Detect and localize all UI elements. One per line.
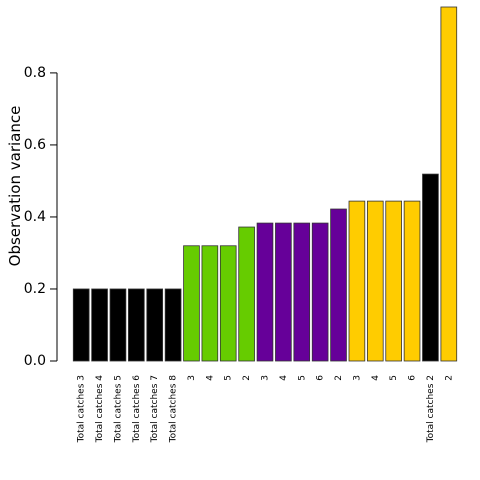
x-tick-label: 6	[316, 375, 326, 381]
x-tick-label: 3	[187, 375, 197, 381]
bar	[201, 245, 219, 362]
bar	[385, 200, 402, 362]
bar	[275, 222, 292, 362]
bar	[403, 200, 421, 362]
bar	[330, 208, 347, 362]
x-tick-label: 2	[242, 375, 252, 381]
x-tick-label: Total catches 5	[113, 375, 123, 443]
x-tick-label: 4	[371, 375, 381, 381]
y-tick-label: 0.2	[24, 281, 46, 297]
x-tick-label: 3	[261, 375, 271, 381]
x-tick-label: 5	[297, 375, 307, 381]
x-tick-label: Total catches 6	[132, 375, 142, 444]
y-tick-label: 0.0	[24, 353, 46, 369]
x-tick-label: 4	[279, 375, 289, 381]
x-tick-label: Total catches 8	[169, 375, 179, 444]
x-tick-label: Total catches 4	[95, 375, 105, 444]
x-tick-label: Total catches 3	[77, 375, 87, 443]
bar	[238, 226, 255, 362]
bar	[109, 288, 127, 362]
bar	[293, 222, 311, 362]
x-tick-label: 2	[334, 375, 344, 381]
y-tick-label: 0.8	[24, 65, 46, 81]
y-tick-label: 0.4	[24, 209, 46, 225]
x-tick-label: 4	[205, 375, 215, 381]
bar	[256, 222, 274, 362]
bar	[440, 6, 458, 362]
x-tick-label: 3	[352, 375, 362, 381]
x-tick-label: 2	[444, 375, 454, 381]
bar	[183, 245, 200, 362]
bar	[91, 288, 108, 362]
x-tick-label: 6	[408, 375, 418, 381]
bar	[422, 173, 439, 362]
bar	[219, 245, 237, 362]
bar	[348, 200, 366, 362]
x-tick-label: Total catches 2	[426, 375, 436, 443]
y-tick-label: 0.6	[24, 137, 46, 153]
bar	[72, 288, 90, 362]
x-tick-label: 5	[224, 375, 234, 381]
bar	[311, 222, 329, 362]
bar	[164, 288, 182, 362]
bar	[128, 288, 145, 362]
bar	[146, 288, 164, 362]
y-axis-label: Observation variance	[6, 106, 24, 267]
x-tick-label: Total catches 7	[150, 375, 160, 443]
x-tick-label: 5	[389, 375, 399, 381]
bar	[366, 200, 384, 362]
